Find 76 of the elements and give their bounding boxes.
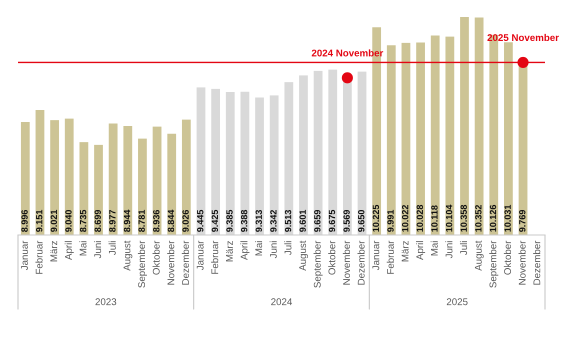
data-label: 9.601 bbox=[299, 210, 306, 232]
x-tick-label: Oktober bbox=[504, 240, 512, 275]
data-label: 10.225 bbox=[372, 204, 380, 232]
x-tick-label: August bbox=[474, 240, 484, 271]
x-tick-label: September bbox=[314, 240, 323, 288]
x-tick-label: April bbox=[416, 241, 426, 260]
data-label: 2025 November bbox=[487, 34, 559, 42]
x-tick-label: November bbox=[342, 240, 350, 285]
data-label: 8.699 bbox=[94, 210, 101, 232]
x-tick-label: August bbox=[124, 240, 132, 271]
data-label: 9.342 bbox=[270, 210, 277, 232]
data-label: 10.126 bbox=[490, 204, 496, 232]
x-tick-label: November bbox=[167, 240, 174, 285]
x-tick-label: Juli bbox=[284, 241, 292, 255]
data-label: 10.028 bbox=[416, 204, 423, 232]
data-label: 8.996 bbox=[21, 210, 28, 232]
data-label: 8.944 bbox=[124, 210, 130, 232]
x-tick-label: Februar bbox=[386, 240, 394, 274]
x-tick-label: Januar bbox=[196, 240, 204, 270]
data-label: 9.659 bbox=[314, 210, 321, 232]
x-tick-label: November bbox=[518, 240, 526, 285]
x-tick-label: Mai bbox=[255, 241, 262, 256]
data-label: 9.151 bbox=[36, 210, 42, 232]
data-label: 9.991 bbox=[387, 210, 394, 232]
x-tick-label: Oktober bbox=[152, 240, 160, 275]
data-label: 9.513 bbox=[284, 210, 292, 232]
x-tick-label: April bbox=[240, 241, 250, 260]
data-label: 9.021 bbox=[50, 210, 58, 232]
data-label: 10.352 bbox=[475, 204, 482, 232]
data-label: 2024 November bbox=[312, 49, 384, 56]
data-label: 9.769 bbox=[519, 210, 526, 232]
data-label: 9.675 bbox=[328, 210, 336, 232]
x-tick-label: März bbox=[226, 241, 233, 262]
data-label: 9.040 bbox=[65, 210, 72, 232]
x-tick-label: Dezember bbox=[357, 240, 365, 285]
text: 2023 bbox=[96, 298, 116, 306]
x-tick-label: September bbox=[138, 240, 147, 288]
data-label: 10.031 bbox=[504, 204, 511, 232]
x-tick-label: Mai bbox=[79, 241, 86, 256]
x-tick-label: Mai bbox=[430, 241, 438, 256]
x-tick-label: März bbox=[402, 241, 409, 262]
data-label: 9.445 bbox=[197, 210, 204, 232]
data-label: 8.977 bbox=[109, 210, 116, 232]
data-label: 9.569 bbox=[343, 210, 350, 232]
data-label: 10.022 bbox=[402, 204, 408, 232]
x-tick-label: Oktober bbox=[328, 240, 336, 275]
data-label: 8.781 bbox=[138, 210, 145, 232]
x-tick-label: Dezember bbox=[182, 240, 189, 285]
data-label: 9.425 bbox=[212, 210, 218, 232]
x-tick-label: März bbox=[50, 241, 58, 262]
text: 2025 bbox=[446, 298, 468, 306]
data-label: 9.313 bbox=[256, 210, 262, 232]
data-label: 8.936 bbox=[153, 210, 160, 232]
data-label: 9.026 bbox=[182, 210, 189, 232]
x-tick-label: Juli bbox=[460, 241, 468, 255]
data-label: 10.118 bbox=[431, 205, 438, 232]
data-label: 8.844 bbox=[168, 210, 174, 232]
x-tick-label: Februar bbox=[35, 240, 43, 274]
x-tick-label: Juni bbox=[270, 241, 277, 258]
x-tick-label: Juni bbox=[445, 241, 452, 258]
x-tick-label: Juli bbox=[108, 241, 116, 255]
x-tick-label: August bbox=[299, 240, 308, 271]
x-tick-label: April bbox=[64, 241, 74, 260]
x-tick-label: Dezember bbox=[533, 240, 540, 285]
x-tick-label: Januar bbox=[372, 240, 380, 270]
data-label: 10.358 bbox=[460, 204, 467, 232]
text: 2024 bbox=[271, 298, 292, 306]
data-label: 9.650 bbox=[358, 210, 364, 232]
data-label: 10.104 bbox=[446, 204, 452, 232]
x-tick-label: Februar bbox=[211, 240, 218, 274]
data-label: 9.388 bbox=[240, 210, 248, 232]
data-label: 9.385 bbox=[226, 210, 233, 232]
x-tick-label: September bbox=[489, 240, 498, 288]
x-tick-label: Januar bbox=[21, 240, 28, 270]
data-label: 8.735 bbox=[80, 210, 86, 232]
x-tick-label: Juni bbox=[94, 241, 102, 258]
